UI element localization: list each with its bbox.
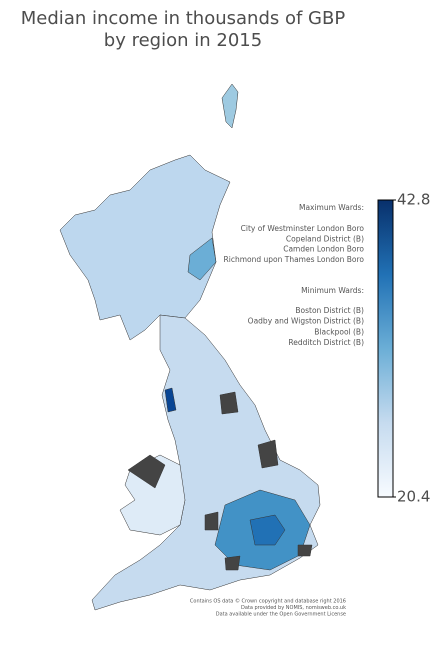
credit: Contains OS data © Crown copyright and d… [190,598,346,605]
annotation-heading: Maximum Wards: [299,203,364,212]
copeland [164,387,177,413]
england [91,314,321,611]
no-data [127,391,313,571]
shetland [221,83,239,129]
title-line: by region in 2015 [104,30,262,51]
scotland [59,154,231,341]
london [249,514,286,546]
colorbar-tick-label: 20.4 [397,488,430,506]
colorbar [377,199,394,498]
max-ward: Copeland District (B) [286,234,364,243]
annotation-heading: Minimum Wards: [301,286,364,295]
max-ward: Richmond upon Thames London Boro [224,255,365,264]
min-ward: Redditch District (B) [288,338,364,347]
min-ward: Oadby and Wigston District (B) [248,317,364,326]
colorbar-tick-label: 42.8 [397,191,430,209]
title-line: Median income in thousands of GBP [21,8,346,29]
credit: Data provided by NOMIS, nomisweb.co.uk [241,605,346,611]
credit: Data available under the Open Government… [216,612,346,618]
max-ward: City of Westminster London Boro [241,224,365,233]
min-ward: Boston District (B) [295,306,364,315]
max-ward: Camden London Boro [283,245,364,254]
min-ward: Blackpool (B) [314,327,364,336]
scotland-east [187,237,217,281]
map [59,83,321,611]
